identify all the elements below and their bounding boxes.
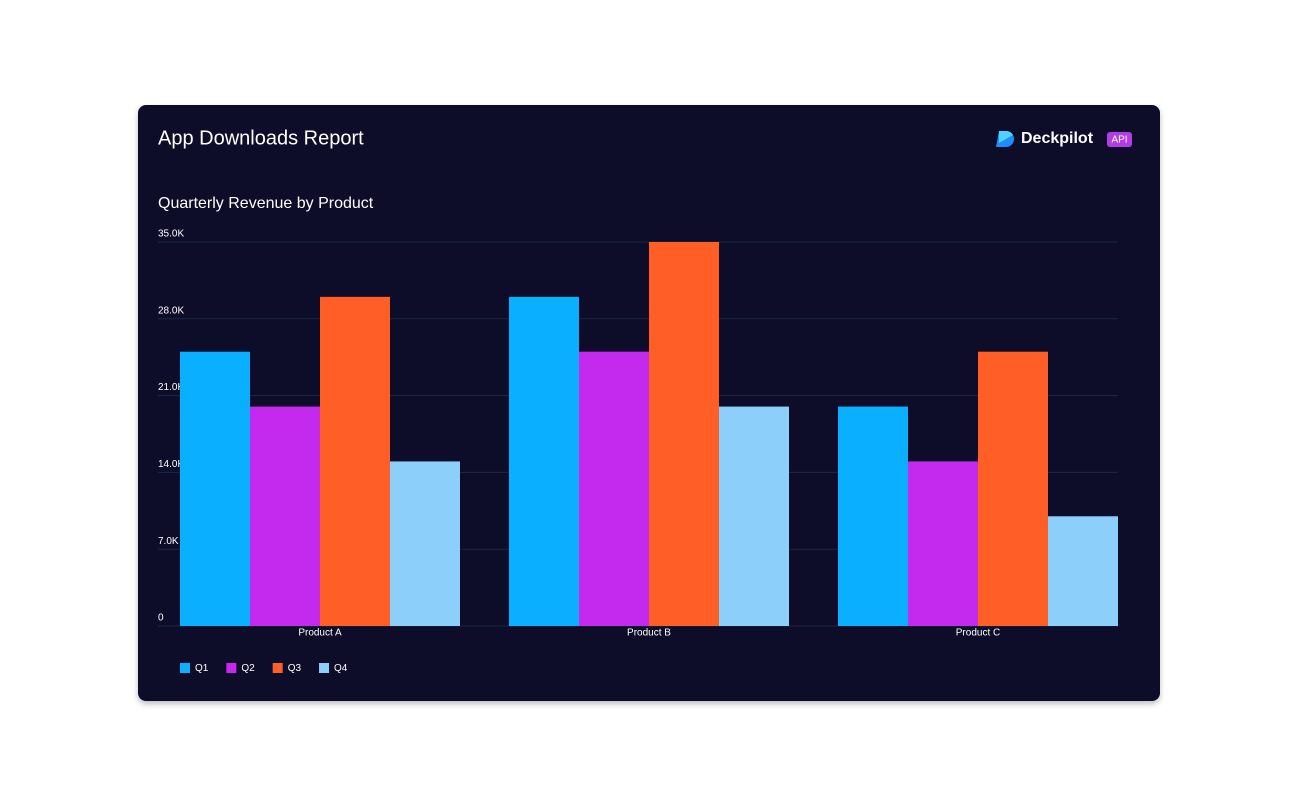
bar <box>978 351 1048 626</box>
legend-label: Q3 <box>288 663 302 674</box>
legend-swatch <box>272 663 283 673</box>
y-tick-label: 35.0K <box>158 229 184 240</box>
bar <box>390 461 460 626</box>
brand-logo-highlight <box>999 130 1013 143</box>
bar <box>908 461 978 626</box>
bar <box>1048 516 1118 626</box>
brand-badge-text: API <box>1111 135 1127 146</box>
brand-name: Deckpilot <box>1021 130 1094 147</box>
bar <box>838 406 908 626</box>
x-tick-label: Product C <box>956 628 1000 639</box>
bar <box>719 406 789 626</box>
brand-badge <box>1107 132 1132 147</box>
legend-label: Q4 <box>334 663 348 674</box>
bar <box>250 406 320 626</box>
legend-label: Q2 <box>241 663 255 674</box>
y-tick-label: 0 <box>158 613 164 624</box>
bar <box>509 296 579 626</box>
x-tick-label: Product A <box>298 628 342 639</box>
y-tick-label: 7.0K <box>158 536 179 547</box>
y-tick-label: 14.0K <box>158 459 184 470</box>
plot: 0 7.0K 14.0K 21.0K 28.0K 35.0K Product A Produc… <box>158 229 1118 674</box>
chart-title: Quarterly Revenue by Product <box>158 195 374 212</box>
legend-swatch <box>180 663 190 673</box>
bar <box>320 296 390 626</box>
legend-label: Q1 <box>195 663 209 674</box>
x-tick-label: Product B <box>627 628 671 639</box>
legend-swatch <box>226 663 237 673</box>
bar <box>180 351 250 626</box>
legend-swatch <box>319 663 330 673</box>
y-tick-label: 21.0K <box>158 382 184 393</box>
bar <box>579 351 649 626</box>
y-tick-label: 28.0K <box>158 305 184 316</box>
report-title: App Downloads Report <box>158 127 364 149</box>
bar <box>649 242 719 626</box>
